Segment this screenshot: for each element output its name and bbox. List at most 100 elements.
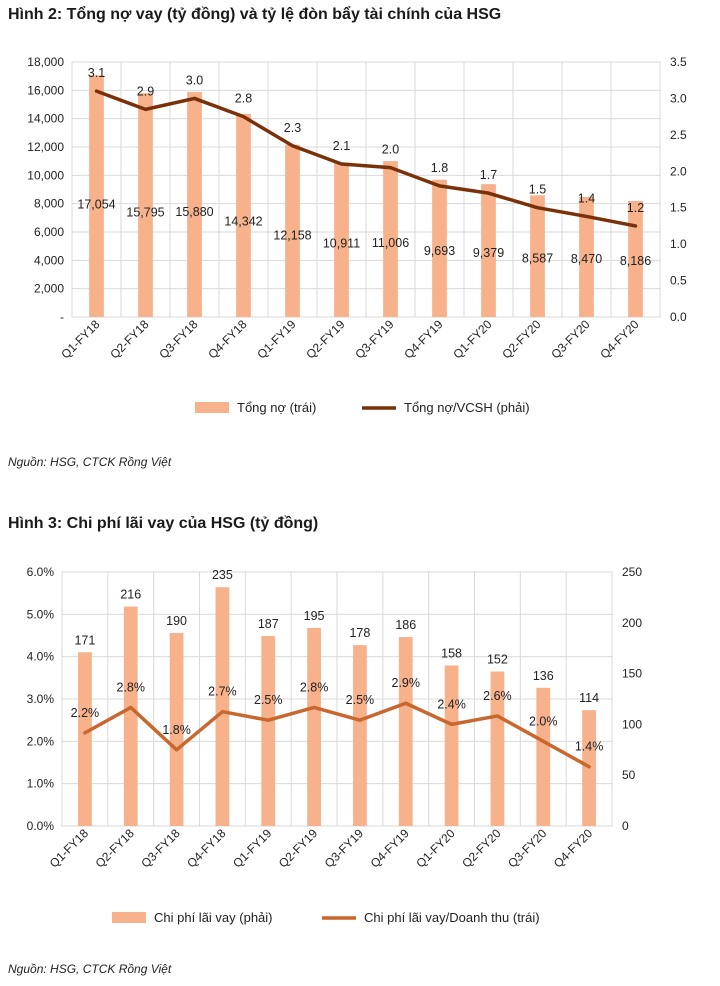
y-right-tick-label: 1.0 [670,237,687,251]
y-right-tick-label: 2.0 [670,164,687,178]
x-category-label: Q3-FY19 [352,317,397,362]
y-left-tick-label: - [60,310,64,324]
debt-leverage-chart: - 2,000 4,000 6,000 8,000 10,000 12,000 14,000 1… [27,55,687,415]
x-category-label: Q2-FY18 [93,826,138,871]
y-right-tick-label: 3.0 [670,91,687,105]
line-data-label: 2.4% [437,697,466,711]
figure3-title: Hình 3: Chi phí lãi vay của HSG (tỷ đồng… [8,515,319,532]
x-category-label: Q2-FY20 [459,826,504,871]
y-left-tick-label: 8,000 [34,197,64,211]
line-data-label: 2.6% [483,689,512,703]
figure3-source: Nguồn: HSG, CTCK Rồng Việt [8,962,172,976]
bar-data-label: 178 [349,626,370,640]
bar [383,161,398,317]
x-category-label: Q3-FY20 [505,826,550,871]
y-left-tick-label: 5.0% [27,607,55,621]
bar [236,113,251,318]
line-data-label: 2.8 [235,92,252,106]
line-data-label: 1.5 [529,183,546,197]
line-data-label: 2.8% [300,680,329,694]
bar-data-label: 11,006 [372,236,409,250]
bar [187,92,202,318]
bar-data-label: 9,379 [473,246,504,260]
line-data-label: 2.9 [137,84,154,98]
bar [444,665,459,826]
x-category-label: Q1-FY18 [58,317,103,362]
y-right-tick-label: 0.0 [670,310,687,324]
x-category-label: Q1-FY20 [413,826,458,871]
line-data-label: 2.0% [529,714,558,728]
x-category-label: Q2-FY19 [276,826,321,871]
bar-data-label: 8,186 [620,254,651,268]
line-data-label: 2.2% [71,706,100,720]
y-right-tick-label: 50 [622,768,636,782]
line-data-label: 2.3 [284,121,301,135]
bar [432,179,447,317]
x-category-label: Q2-FY18 [107,317,152,362]
line-data-label: 2.0 [382,143,399,157]
legend-bar-label: Tổng nợ (trái) [237,400,316,415]
legend-bar-swatch [195,402,229,413]
bar [628,201,643,317]
bar [353,645,367,826]
bar-data-label: 235 [212,568,233,582]
y-left-tick-label: 6,000 [34,225,64,239]
y-right-tick-label: 150 [622,667,642,681]
bar [530,195,545,317]
y-right-tick-label: 0.5 [670,274,687,288]
legend-line-label: Tổng nợ/VCSH (phải) [404,400,530,415]
bar-data-label: 12,158 [273,228,311,242]
y-left-tick-label: 0.0% [27,819,55,833]
line-data-label: 1.7 [480,168,497,182]
line-data-label: 1.8 [431,161,448,175]
x-category-label: Q4-FY19 [368,826,413,871]
interest-expense-chart: 0.0% 1.0% 2.0% 3.0% 4.0% 5.0% 6.0% 0 50 100 150 200… [27,565,643,925]
bar [261,636,276,826]
y-left-tick-label: 4.0% [27,650,55,664]
line-data-label: 1.8% [162,723,191,737]
bar-data-label: 152 [487,653,508,667]
line-series [94,89,638,228]
y-left-tick-label: 18,000 [27,55,64,69]
x-category-label: Q1-FY19 [254,317,299,362]
legend-bar-swatch [112,912,146,923]
legend-bar-label: Chi phí lãi vay (phải) [154,910,273,925]
bar [481,184,496,317]
line-data-label: 2.5% [254,693,283,707]
bar-data-label: 136 [533,669,554,683]
line-data-label: 1.4 [578,191,595,205]
bar-data-label: 8,587 [522,251,553,265]
bar-data-label: 171 [74,633,95,647]
bar-data-label: 15,795 [126,205,164,219]
line-data-label: 2.5% [346,693,375,707]
bar [536,687,551,826]
x-category-label: Q1-FY19 [230,826,275,871]
bar-data-label: 187 [258,617,279,631]
bar [579,197,594,317]
y-right-tick-label: 0 [622,819,629,833]
bar-data-label: 114 [579,691,599,705]
line-data-label: 2.9% [392,676,421,690]
line-series [83,701,591,769]
y-left-tick-label: 6.0% [27,565,55,579]
bar [285,144,300,317]
line-data-label: 2.8% [117,680,146,694]
bar-data-label: 195 [304,609,325,623]
line-data-label: 3.0 [186,73,203,87]
bar-data-label: 17,054 [77,197,115,211]
y-left-tick-label: 16,000 [27,83,64,97]
bar [89,75,104,317]
bar [490,671,505,826]
y-right-tick-label: 2.5 [670,128,687,142]
x-category-label: Q3-FY18 [138,826,183,871]
x-category-label: Q4-FY20 [551,826,596,871]
figure2-source: Nguồn: HSG, CTCK Rồng Việt [8,455,172,469]
x-category-label: Q4-FY20 [597,317,642,362]
line-data-label: 1.2 [627,201,644,215]
bar [307,627,321,826]
bar [398,637,413,826]
bar [78,652,92,826]
line-data-label: 2.1 [333,139,350,153]
x-category-label: Q4-FY19 [401,317,446,362]
bar-data-label: 8,470 [571,252,602,266]
